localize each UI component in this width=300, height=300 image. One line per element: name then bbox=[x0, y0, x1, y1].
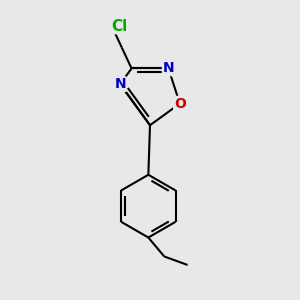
Text: O: O bbox=[174, 97, 186, 111]
Text: N: N bbox=[163, 61, 174, 76]
Text: N: N bbox=[114, 77, 126, 91]
Text: Cl: Cl bbox=[111, 19, 127, 34]
